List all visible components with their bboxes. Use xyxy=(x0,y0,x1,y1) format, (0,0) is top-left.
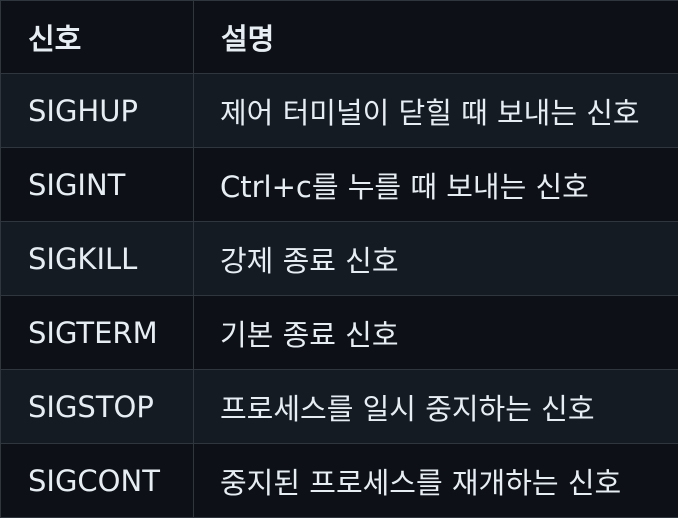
description-cell: 제어 터미널이 닫힐 때 보내는 신호 xyxy=(193,73,678,148)
signal-cell: SIGSTOP xyxy=(0,369,194,444)
signal-cell: SIGINT xyxy=(0,147,194,222)
description-cell: 기본 종료 신호 xyxy=(193,295,678,370)
signal-cell: SIGCONT xyxy=(0,443,194,518)
table-header: 신호 설명 xyxy=(0,0,678,74)
header-row: 신호 설명 xyxy=(0,0,678,74)
table-row: SIGKILL 강제 종료 신호 xyxy=(0,221,678,296)
table-row: SIGHUP 제어 터미널이 닫힐 때 보내는 신호 xyxy=(0,73,678,148)
header-description: 설명 xyxy=(193,0,678,74)
table-row: SIGSTOP 프로세스를 일시 중지하는 신호 xyxy=(0,369,678,444)
description-cell: Ctrl+c를 누를 때 보내는 신호 xyxy=(193,147,678,222)
table-row: SIGINT Ctrl+c를 누를 때 보내는 신호 xyxy=(0,147,678,222)
description-cell: 중지된 프로세스를 재개하는 신호 xyxy=(193,443,678,518)
table-row: SIGTERM 기본 종료 신호 xyxy=(0,295,678,370)
header-signal: 신호 xyxy=(0,0,194,74)
signal-cell: SIGKILL xyxy=(0,221,194,296)
signal-cell: SIGHUP xyxy=(0,73,194,148)
signal-cell: SIGTERM xyxy=(0,295,194,370)
description-cell: 강제 종료 신호 xyxy=(193,221,678,296)
table-row: SIGCONT 중지된 프로세스를 재개하는 신호 xyxy=(0,443,678,518)
table-body: SIGHUP 제어 터미널이 닫힐 때 보내는 신호 SIGINT Ctrl+c… xyxy=(0,73,678,518)
description-cell: 프로세스를 일시 중지하는 신호 xyxy=(193,369,678,444)
